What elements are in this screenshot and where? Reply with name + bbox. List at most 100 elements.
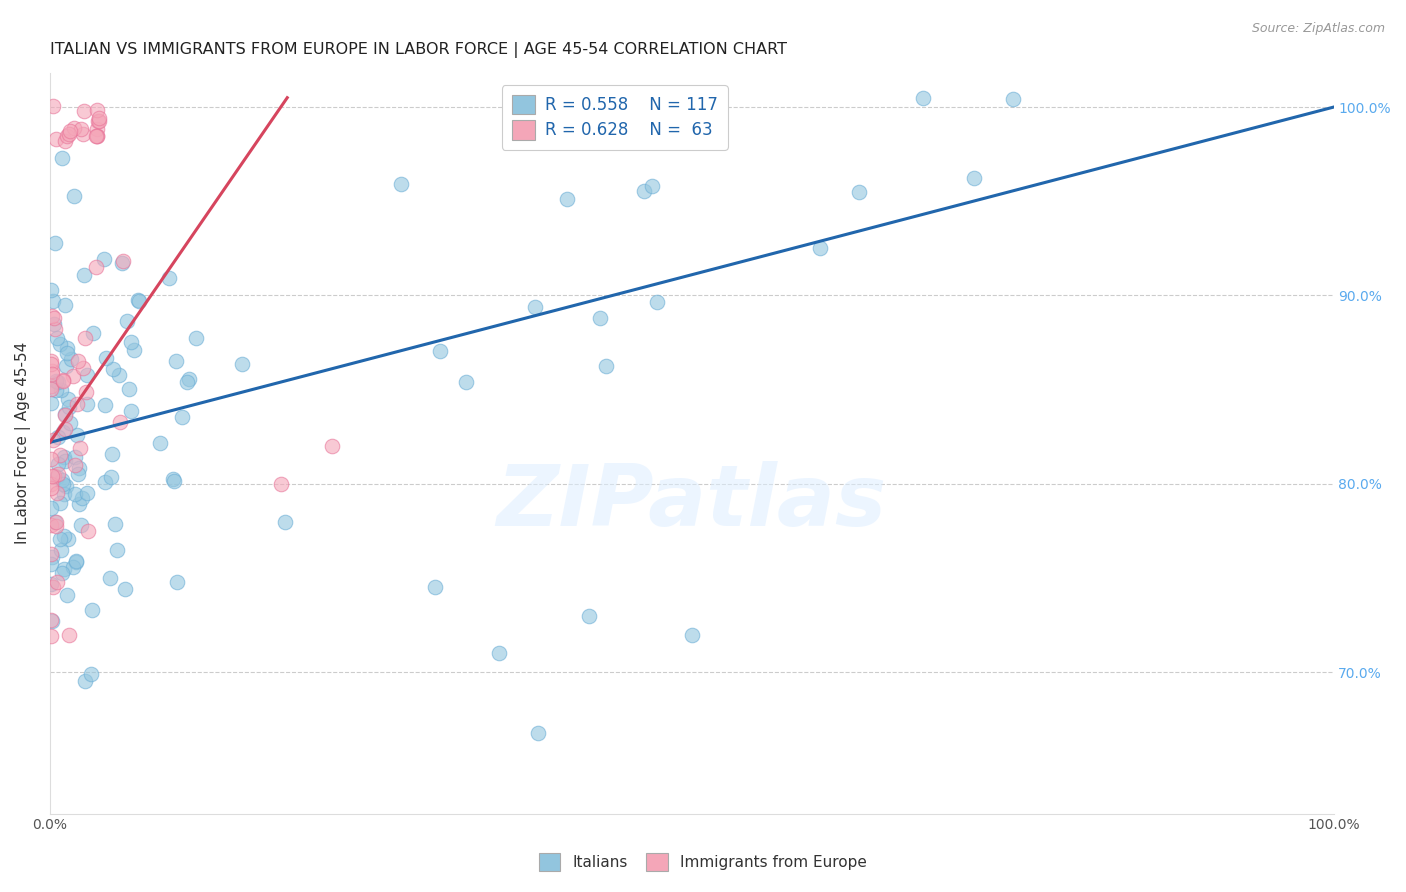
Point <box>67 354 90 368</box>
Point <box>66 397 89 411</box>
Point <box>423 581 446 595</box>
Point <box>389 178 412 192</box>
Point <box>120 404 142 418</box>
Point <box>184 331 207 345</box>
Point <box>59 123 82 137</box>
Point <box>120 335 142 350</box>
Point <box>177 372 200 386</box>
Point <box>56 392 79 406</box>
Point <box>52 374 75 388</box>
Point <box>45 515 67 529</box>
Point <box>589 311 612 326</box>
Point <box>128 293 150 308</box>
Point <box>41 433 63 447</box>
Point <box>39 354 62 368</box>
Point <box>76 486 98 500</box>
Point <box>118 382 141 396</box>
Point <box>112 253 135 268</box>
Point <box>63 120 86 135</box>
Point <box>321 439 343 453</box>
Point <box>105 542 128 557</box>
Point <box>44 515 66 529</box>
Point <box>101 361 124 376</box>
Point <box>58 400 80 414</box>
Point <box>51 566 73 581</box>
Point <box>39 379 62 393</box>
Point <box>41 469 63 483</box>
Point <box>41 364 63 378</box>
Point <box>46 376 69 390</box>
Point <box>39 518 62 533</box>
Text: ITALIAN VS IMMIGRANTS FROM EUROPE IN LABOR FORCE | AGE 45-54 CORRELATION CHART: ITALIAN VS IMMIGRANTS FROM EUROPE IN LAB… <box>49 42 787 58</box>
Point <box>166 574 188 589</box>
Point <box>42 293 65 308</box>
Point <box>641 179 664 194</box>
Point <box>53 408 76 422</box>
Point <box>41 549 63 564</box>
Point <box>1001 92 1024 106</box>
Point <box>557 192 579 206</box>
Point <box>49 542 72 557</box>
Point <box>681 627 703 641</box>
Point <box>56 346 79 360</box>
Point <box>46 485 69 500</box>
Point <box>52 425 75 440</box>
Point <box>39 547 62 561</box>
Point <box>645 295 668 310</box>
Point <box>80 667 103 681</box>
Point <box>39 614 62 628</box>
Point <box>84 260 107 274</box>
Point <box>58 627 80 641</box>
Point <box>104 516 127 531</box>
Point <box>53 453 76 467</box>
Point <box>163 474 186 488</box>
Point <box>51 151 73 165</box>
Legend: Italians, Immigrants from Europe: Italians, Immigrants from Europe <box>533 847 873 877</box>
Point <box>72 128 94 142</box>
Point <box>149 435 172 450</box>
Point <box>41 557 63 571</box>
Point <box>165 354 187 368</box>
Point <box>75 331 97 345</box>
Point <box>52 529 75 543</box>
Point <box>87 114 110 128</box>
Point <box>231 357 253 371</box>
Point <box>66 428 89 442</box>
Point <box>39 576 62 591</box>
Point <box>53 134 76 148</box>
Point <box>65 554 87 568</box>
Text: ZIPatlas: ZIPatlas <box>496 461 887 544</box>
Point <box>45 374 67 388</box>
Point <box>39 500 62 515</box>
Point <box>53 421 76 435</box>
Point <box>73 674 96 689</box>
Y-axis label: In Labor Force | Age 45-54: In Labor Force | Age 45-54 <box>15 343 31 544</box>
Point <box>41 309 63 323</box>
Point <box>86 128 108 143</box>
Point <box>39 452 62 467</box>
Point <box>67 467 90 482</box>
Point <box>45 132 67 146</box>
Point <box>86 122 108 136</box>
Point <box>63 189 86 203</box>
Point <box>111 256 134 270</box>
Point <box>44 310 66 325</box>
Point <box>70 517 93 532</box>
Point <box>46 330 69 344</box>
Point <box>53 298 76 312</box>
Point <box>70 491 93 505</box>
Point <box>488 647 510 661</box>
Point <box>46 574 69 589</box>
Point <box>41 614 63 628</box>
Point <box>39 283 62 297</box>
Point <box>578 608 600 623</box>
Point <box>67 461 90 475</box>
Point <box>63 450 86 464</box>
Point <box>80 603 103 617</box>
Point <box>41 481 63 495</box>
Point <box>100 470 122 484</box>
Point <box>157 270 180 285</box>
Point <box>172 410 194 425</box>
Point <box>595 359 617 374</box>
Point <box>65 458 87 472</box>
